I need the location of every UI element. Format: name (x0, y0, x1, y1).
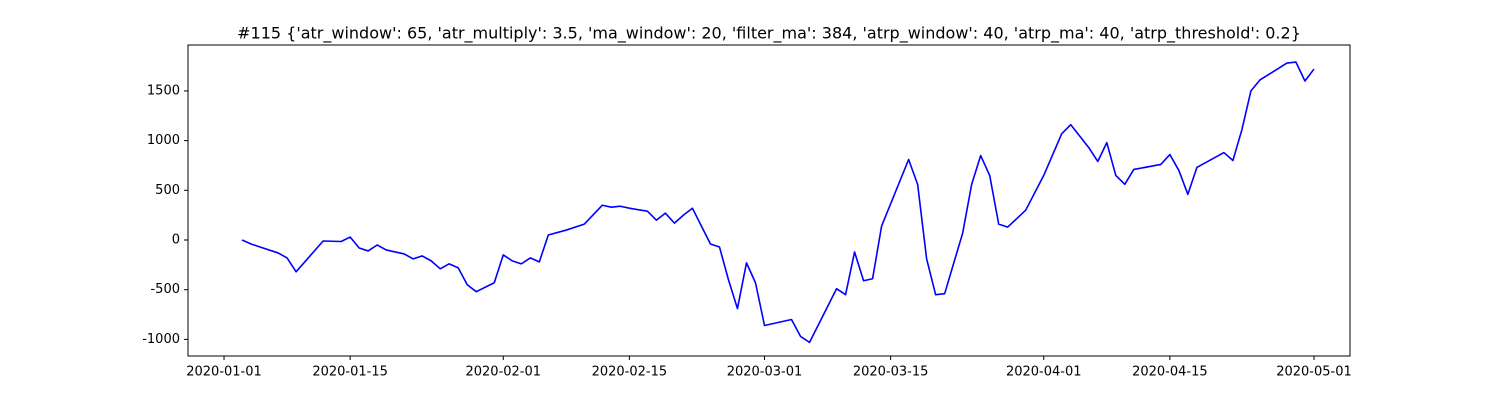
x-tick-label: 2020-03-15 (853, 365, 929, 380)
x-tick-label: 2020-02-15 (592, 365, 668, 380)
plot-frame (187, 44, 1351, 357)
x-tick-label: 2020-03-01 (727, 365, 803, 380)
line (241, 61, 1315, 344)
x-tick-label: 2020-01-01 (186, 365, 262, 380)
x-tick-label: 2020-01-15 (312, 365, 388, 380)
x-tick-label: 2020-05-01 (1276, 365, 1352, 380)
y-tick-label: -500 (150, 282, 180, 297)
y-tick-label: 1000 (147, 133, 180, 148)
y-tick-label: 0 (172, 233, 180, 248)
x-tick-label: 2020-02-01 (465, 365, 541, 380)
y-tick-label: -1000 (142, 332, 180, 347)
y-tick-label: 500 (155, 183, 180, 198)
x-tick-label: 2020-04-01 (1006, 365, 1082, 380)
x-tick-label: 2020-04-15 (1132, 365, 1208, 380)
y-tick-label: 1500 (147, 83, 180, 98)
chart-title: #115 {'atr_window': 65, 'atr_multiply': … (237, 24, 1301, 44)
